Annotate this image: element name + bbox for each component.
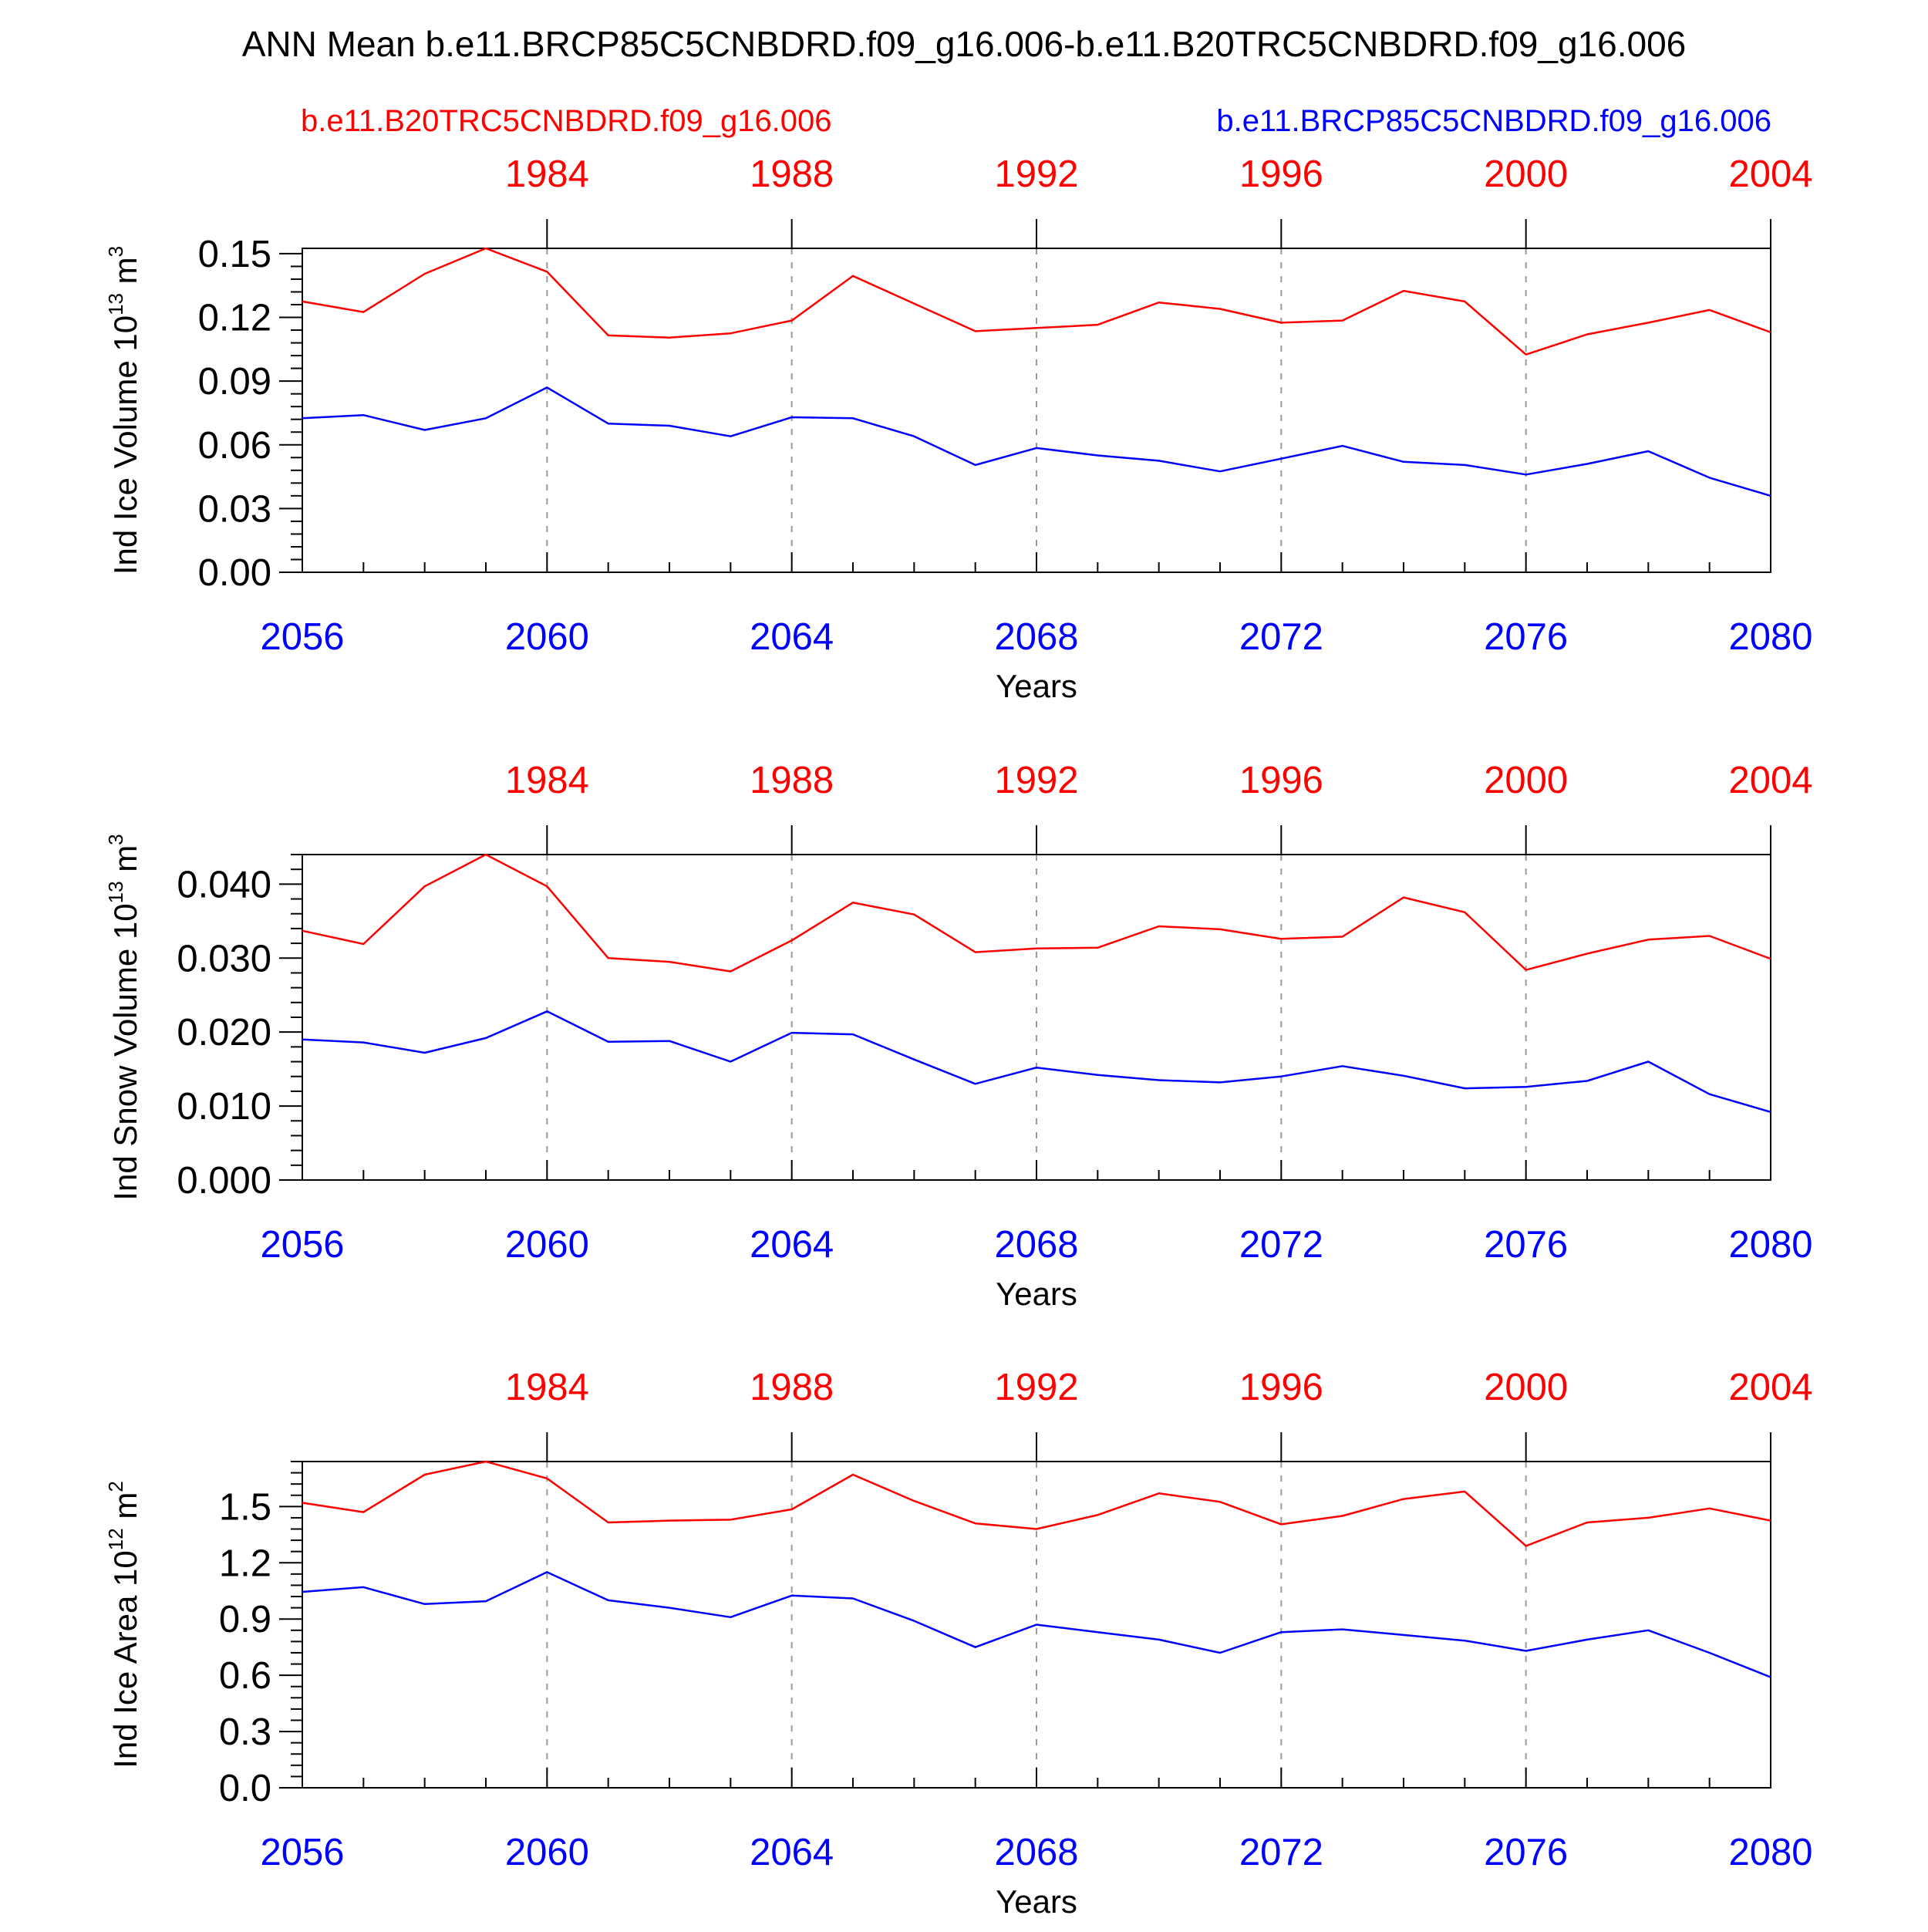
x-tick-label: 2064 xyxy=(750,616,834,658)
x-tick-label: 2072 xyxy=(1239,1224,1323,1266)
panel-1: 2056 2060 2064 2068 2072 2076 2080 1984 1988 1992… xyxy=(104,153,1813,704)
top-x-tick-label: 2000 xyxy=(1484,153,1568,195)
x-axis-label: Years xyxy=(996,668,1077,704)
x-tick-label: 2076 xyxy=(1484,1832,1568,1873)
top-x-tick-label: 2000 xyxy=(1484,760,1568,801)
top-x-tick-label: 1984 xyxy=(505,1367,589,1408)
series-line-case2 xyxy=(302,1010,1771,1114)
x-tick-label: 2072 xyxy=(1239,1832,1323,1873)
series-line-case1 xyxy=(302,853,1771,973)
top-x-tick-label: 1996 xyxy=(1239,760,1323,801)
chart-panels: 2056 2060 2064 2068 2072 2076 2080 1984 1988 1992… xyxy=(104,153,1813,1920)
x-tick-label: 2060 xyxy=(505,1832,589,1873)
x-tick-label: 2080 xyxy=(1728,1832,1812,1873)
x-tick-label: 2060 xyxy=(505,1224,589,1266)
top-x-tick-label: 1984 xyxy=(505,153,589,195)
top-x-tick-label: 1984 xyxy=(505,760,589,801)
series-line-case2 xyxy=(302,386,1771,497)
x-axis-label: Years xyxy=(996,1276,1077,1312)
top-x-tick-label: 1996 xyxy=(1239,1367,1323,1408)
x-tick-label: 2056 xyxy=(260,616,344,658)
top-x-tick-label: 1992 xyxy=(994,153,1078,195)
y-tick-label: 0.03 xyxy=(198,488,271,530)
y-tick-label: 0.00 xyxy=(198,552,271,594)
top-x-tick-label: 2004 xyxy=(1728,1367,1812,1408)
y-axis-label: Ind Snow Volume 1013 m3 xyxy=(104,834,143,1200)
panel-3: 2056 2060 2064 2068 2072 2076 2080 1984 1988 1992… xyxy=(104,1367,1813,1920)
y-axis-label: Ind Ice Volume 1013 m3 xyxy=(104,246,143,575)
x-tick-label: 2068 xyxy=(994,1832,1078,1873)
y-tick-label: 0.09 xyxy=(198,361,271,403)
top-x-tick-label: 1996 xyxy=(1239,153,1323,195)
legend-entry-case2: b.e11.BRCP85C5CNBDRD.f09_g16.006 xyxy=(1216,104,1771,138)
x-tick-label: 2072 xyxy=(1239,616,1323,658)
y-tick-label: 1.2 xyxy=(219,1543,271,1584)
y-tick-label: 0.3 xyxy=(219,1711,271,1753)
top-x-tick-label: 2004 xyxy=(1728,760,1812,801)
top-x-tick-label: 2000 xyxy=(1484,1367,1568,1408)
panel-2: 2056 2060 2064 2068 2072 2076 2080 1984 1988 1992… xyxy=(104,760,1813,1312)
top-x-tick-label: 1988 xyxy=(750,1367,834,1408)
legend-entry-case1: b.e11.B20TRC5CNBDRD.f09_g16.006 xyxy=(301,104,832,138)
y-axis-label: Ind Ice Area 1012 m2 xyxy=(104,1481,143,1768)
y-tick-label: 0.12 xyxy=(198,298,271,339)
x-tick-label: 2068 xyxy=(994,616,1078,658)
top-x-tick-label: 1992 xyxy=(994,760,1078,801)
x-tick-label: 2064 xyxy=(750,1224,834,1266)
y-tick-label: 0.06 xyxy=(198,425,271,467)
x-tick-label: 2068 xyxy=(994,1224,1078,1266)
y-tick-label: 0.9 xyxy=(219,1599,271,1640)
y-tick-label: 0.020 xyxy=(177,1012,271,1054)
top-x-tick-label: 1992 xyxy=(994,1367,1078,1408)
x-tick-label: 2056 xyxy=(260,1224,344,1266)
x-tick-label: 2064 xyxy=(750,1832,834,1873)
x-tick-label: 2076 xyxy=(1484,616,1568,658)
y-tick-label: 0.010 xyxy=(177,1086,271,1128)
x-axis-label: Years xyxy=(996,1883,1077,1920)
plot-frame xyxy=(302,248,1771,573)
series-line-case1 xyxy=(302,247,1771,356)
series-line-case1 xyxy=(302,1460,1771,1547)
x-tick-label: 2080 xyxy=(1728,616,1812,658)
y-tick-label: 0.000 xyxy=(177,1160,271,1202)
y-tick-label: 0.030 xyxy=(177,938,271,979)
x-tick-label: 2080 xyxy=(1728,1224,1812,1266)
x-tick-label: 2076 xyxy=(1484,1224,1568,1266)
chart-title: ANN Mean b.e11.BRCP85C5CNBDRD.f09_g16.00… xyxy=(242,24,1687,64)
y-tick-label: 0.15 xyxy=(198,234,271,275)
x-tick-label: 2060 xyxy=(505,616,589,658)
x-tick-label: 2056 xyxy=(260,1832,344,1873)
y-tick-label: 1.5 xyxy=(219,1486,271,1528)
top-x-tick-label: 1988 xyxy=(750,760,834,801)
y-tick-label: 0.0 xyxy=(219,1768,271,1809)
series-line-case2 xyxy=(302,1571,1771,1678)
y-tick-label: 0.6 xyxy=(219,1655,271,1697)
top-x-tick-label: 1988 xyxy=(750,153,834,195)
top-x-tick-label: 2004 xyxy=(1728,153,1812,195)
plot-frame xyxy=(302,854,1771,1181)
y-tick-label: 0.040 xyxy=(177,864,271,905)
